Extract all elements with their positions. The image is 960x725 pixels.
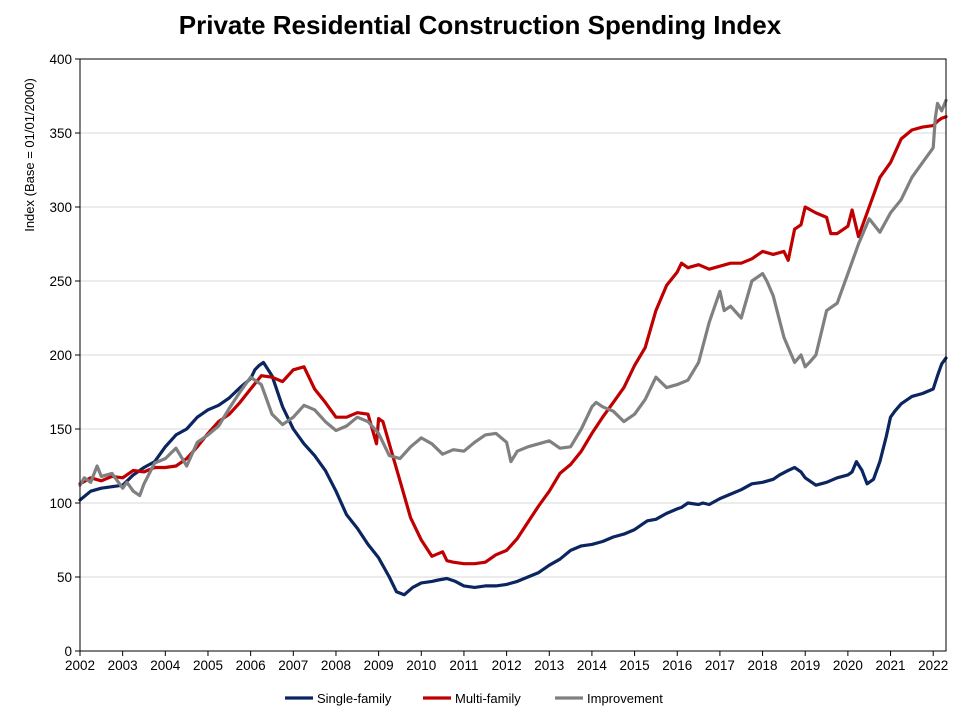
y-tick-label: 200 — [49, 348, 72, 363]
y-tick-label: 100 — [49, 496, 72, 511]
y-axis-label: Index (Base = 01/01/2000) — [22, 78, 37, 232]
x-tick-label: 2019 — [790, 658, 820, 673]
y-tick-label: 150 — [49, 422, 72, 437]
gridlines — [80, 132, 946, 578]
x-tick-label: 2015 — [620, 658, 650, 673]
legend-label-improvement: Improvement — [587, 691, 663, 706]
axes: 0 50 100 150 200 250 300 350 400 2002 2003 2004 2005… — [49, 52, 948, 673]
x-tick-label: 2013 — [534, 658, 564, 673]
x-tick-label: 2012 — [492, 658, 522, 673]
x-tick-label: 2005 — [193, 658, 223, 673]
x-tick-label: 2004 — [150, 658, 181, 673]
legend-label-multi-family: Multi-family — [455, 691, 521, 706]
y-tick-label: 350 — [49, 126, 72, 141]
x-tick-label: 2016 — [662, 658, 692, 673]
x-tick-label: 2018 — [748, 658, 778, 673]
series-line-single-family — [78, 356, 948, 597]
x-tick-label: 2008 — [321, 658, 351, 673]
y-tick-label: 50 — [57, 570, 72, 585]
x-tick-label: 2002 — [65, 658, 95, 673]
series-lines — [78, 98, 948, 597]
x-tick-label: 2014 — [577, 658, 608, 673]
chart-title: Private Residential Construction Spendin… — [179, 10, 782, 40]
series-line-multi-family — [78, 115, 948, 566]
x-tick-label: 2006 — [236, 658, 266, 673]
x-tick-label: 2003 — [108, 658, 138, 673]
x-tick-label: 2009 — [364, 658, 394, 673]
x-tick-label: 2021 — [876, 658, 906, 673]
x-tick-label: 2022 — [918, 658, 948, 673]
x-tick-label: 2010 — [406, 658, 436, 673]
x-tick-label: 2007 — [278, 658, 308, 673]
y-tick-label: 300 — [49, 200, 72, 215]
y-tick-label: 400 — [49, 52, 72, 67]
x-tick-label: 2011 — [449, 658, 478, 673]
legend-label-single-family: Single-family — [317, 691, 392, 706]
y-tick-label: 250 — [49, 274, 72, 289]
y-tick-label: 0 — [64, 644, 72, 659]
x-tick-label: 2017 — [705, 658, 735, 673]
series-line-improvement — [78, 98, 948, 498]
legend: Single-family Multi-family Improvement — [285, 691, 663, 706]
x-tick-label: 2020 — [833, 658, 863, 673]
